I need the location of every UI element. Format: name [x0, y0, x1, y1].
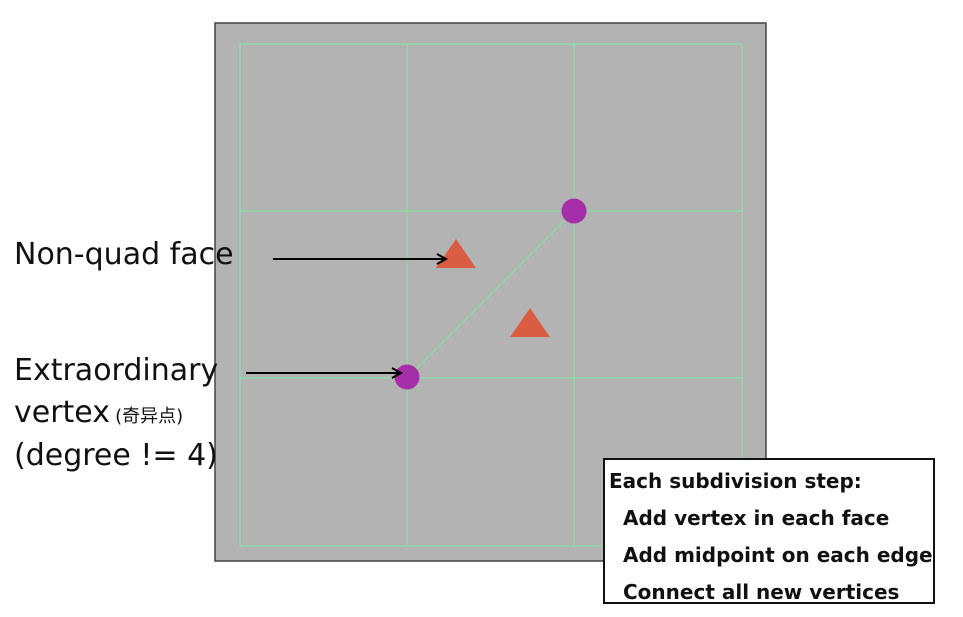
arrow-extraordinary — [246, 367, 404, 379]
extraordinary-label-line2: vertex (奇异点) — [14, 398, 183, 428]
step-item: Add vertex in each face — [623, 506, 890, 530]
step-item: Connect all new vertices — [623, 580, 900, 604]
vertex-marker-upper — [561, 198, 587, 224]
chinese-annotation: (奇异点) — [115, 406, 184, 427]
step-item: Add midpoint on each edge — [623, 543, 933, 567]
face-marker-upper — [436, 239, 476, 268]
degree-note: (degree != 4) — [14, 438, 218, 473]
steps-title: Each subdivision step: — [609, 469, 862, 493]
face-marker-lower — [510, 308, 550, 337]
extraordinary-label-line1: Extraordinary — [14, 353, 219, 388]
vertex-marker-lower — [394, 364, 420, 390]
arrow-non-quad — [273, 253, 449, 265]
vertex-word: vertex — [14, 395, 110, 430]
non-quad-face-label: Non-quad face — [14, 237, 234, 272]
mesh-grid — [239, 43, 743, 547]
grid-line-diagonal — [406, 210, 575, 379]
subdivision-steps-box: Each subdivision step: Add vertex in eac… — [603, 458, 935, 604]
